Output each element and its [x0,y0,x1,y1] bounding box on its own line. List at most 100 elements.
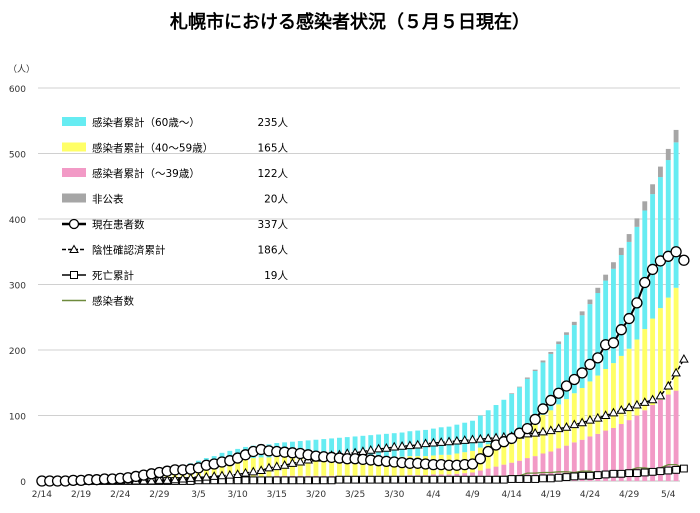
data-point-circle [466,458,479,470]
legend-item: 感染者累計（～39歳） 122人 [62,167,288,180]
data-point-circle [584,358,596,371]
bar-segment [532,369,538,371]
data-point-circle [623,312,635,325]
bar-segment [626,420,632,481]
x-tick-label: 4/14 [502,490,522,500]
data-point-square [554,473,563,482]
data-point-triangle [162,475,173,484]
data-point-triangle [616,405,627,414]
bar-segment [227,460,233,478]
bar-segment [665,148,671,161]
bar-segment [642,410,648,481]
legend-swatch [62,193,86,203]
bar-segment [657,308,663,400]
bar-segment [524,424,530,459]
data-point-square [272,476,281,485]
data-point-square [241,476,250,485]
data-point-square [437,475,446,484]
data-point-triangle [193,472,204,482]
data-point-triangle [624,402,634,412]
data-point-square [296,476,305,485]
data-point-square [499,475,508,484]
data-point-square [413,475,422,484]
bar-segment [626,241,632,349]
data-point-triangle [655,390,666,400]
chart-title: 札幌市における感染者状況（５月５日現在） [169,11,530,33]
data-point-square [648,467,657,476]
data-point-triangle [428,437,439,447]
data-point-square [233,476,242,485]
bar-segment [650,405,656,481]
x-tick-label: 2/19 [71,490,91,500]
bar-segment [650,318,656,406]
data-point-square [382,475,391,484]
legend-value: 20人 [264,194,288,206]
data-point-circle [506,432,518,445]
data-point-triangle [671,367,681,377]
bar-segment [611,427,616,481]
data-point-square [452,475,461,484]
x-tick-label: 3/30 [384,490,404,500]
legend-swatch [62,117,86,126]
legend-value: 186人 [257,245,288,257]
data-point-triangle [569,419,580,429]
bar-segment [665,160,671,298]
data-point-square [390,475,399,484]
bar-segment [517,429,522,461]
legend-swatch [62,168,86,177]
data-point-circle [560,380,573,392]
bar-segment [509,462,515,481]
data-point-triangle [154,475,165,484]
bar-segment [571,393,577,443]
legend-item: 感染者累計（60歳～） 235人 [62,116,288,129]
bar-segment [493,441,499,467]
data-point-square [429,475,438,484]
bar-segment [657,399,663,481]
data-point-square [680,464,688,473]
y-tick-label: 100 [9,413,26,423]
data-point-triangle [561,422,572,431]
data-point-square [265,476,273,485]
data-point-circle [521,422,533,435]
legend-item: 感染者累計（40～59歳） 165人 [62,142,288,155]
data-point-triangle [647,394,658,404]
data-point-triangle [185,473,196,482]
data-point-square [515,475,524,483]
bar-segment [540,362,546,415]
y-tick-label: 600 [9,85,26,95]
data-point-triangle [663,380,674,390]
grid-lines [38,87,680,482]
legend-item: 感染者数 [62,295,134,308]
bar-segment [634,339,640,416]
legend-value: 235人 [257,117,288,129]
data-point-square [366,475,375,484]
bar-segment [517,386,522,388]
data-point-triangle [209,471,220,480]
data-point-triangle [632,399,642,409]
bar-segment [556,448,562,481]
legend-marker [69,244,79,253]
data-point-square [445,475,453,484]
data-point-square [249,476,258,485]
data-point-square [539,474,547,483]
legend-label: 感染者累計（60歳～） [92,116,200,129]
y-tick-label: 500 [9,151,26,161]
data-point-triangle [264,462,274,472]
data-point-square [359,475,367,484]
data-point-square [625,469,634,478]
bar-segment [673,142,679,288]
bar-segment [595,287,601,294]
bar-segment [611,268,616,364]
data-point-triangle [600,410,611,419]
y-axis-ticks: 0 100 200 300 400 500 600 [9,85,26,488]
bar-segment [509,393,515,434]
bar-segment [532,370,538,421]
bar-segment [360,456,366,476]
bar-segment [211,463,217,478]
legend-marker [68,218,80,230]
bar-segment [524,458,530,481]
x-tick-label: 2/29 [149,490,169,500]
x-tick-label: 4/9 [465,490,480,500]
data-point-triangle [271,461,282,471]
bar-segment [485,410,491,445]
